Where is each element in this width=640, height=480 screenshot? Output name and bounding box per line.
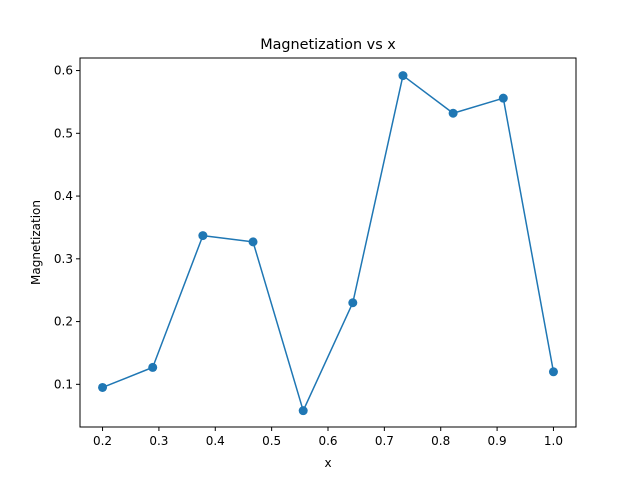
x-tick-label: 0.9 — [488, 434, 507, 448]
data-point — [548, 367, 558, 377]
data-point — [298, 406, 308, 416]
x-tick-label: 1.0 — [544, 434, 563, 448]
x-tick-label: 0.6 — [318, 434, 337, 448]
y-tick-label: 0.1 — [54, 377, 73, 391]
data-point — [498, 93, 508, 103]
data-point — [448, 108, 458, 118]
chart-title: Magnetization vs x — [260, 37, 396, 53]
y-tick-label: 0.2 — [54, 315, 73, 329]
series-layer — [98, 71, 558, 416]
data-point — [98, 382, 108, 392]
series-line-0 — [102, 74, 555, 412]
y-tick-label: 0.5 — [54, 126, 73, 140]
data-point — [148, 362, 158, 372]
x-tick-label: 0.5 — [262, 434, 281, 448]
x-tick-label: 0.2 — [93, 434, 112, 448]
y-tick-label: 0.3 — [54, 252, 73, 266]
x-tick-label: 0.4 — [206, 434, 225, 448]
data-point — [198, 231, 208, 241]
y-axis-label: Magnetization — [29, 200, 43, 285]
axes-layer: 0.2 0.3 0.4 0.5 0.6 0.7 0.8 0.9 1.0 0.1 0.2 0.3 0.4 0… — [54, 57, 577, 448]
data-point — [248, 237, 258, 247]
data-point — [348, 298, 358, 308]
y-tick-label: 0.6 — [54, 64, 73, 78]
x-tick-label: 0.7 — [375, 434, 394, 448]
x-tick-label: 0.8 — [431, 434, 450, 448]
x-tick-label: 0.3 — [149, 434, 168, 448]
data-point — [398, 71, 408, 81]
y-tick-label: 0.4 — [54, 189, 73, 203]
x-axis-label: x — [324, 456, 331, 470]
